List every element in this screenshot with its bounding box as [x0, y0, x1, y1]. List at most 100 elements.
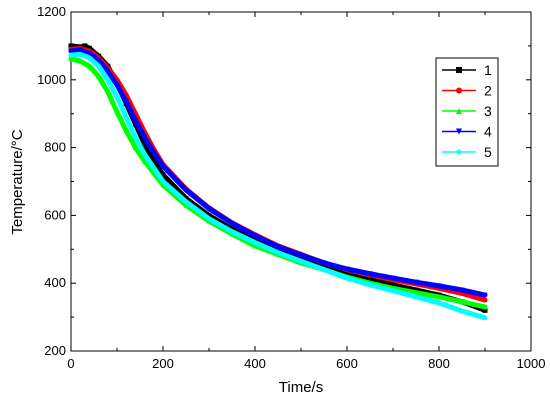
data-point-5 [77, 51, 83, 57]
data-point-5 [114, 94, 120, 100]
x-axis-title: Time/s [279, 379, 323, 396]
legend-label-1: 1 [484, 62, 492, 78]
data-point-3 [459, 299, 465, 305]
legend-label-2: 2 [484, 83, 492, 99]
series-2 [68, 46, 488, 303]
data-point-5 [390, 288, 396, 294]
data-point-4 [96, 57, 102, 63]
data-point-3 [132, 145, 138, 151]
data-point-5 [482, 315, 488, 321]
data-point-1 [68, 43, 74, 49]
data-point-5 [142, 151, 148, 157]
legend-label-3: 3 [484, 103, 492, 119]
data-point-4 [482, 292, 488, 298]
data-point-2 [482, 297, 488, 303]
data-point-3 [96, 73, 102, 79]
series-layer [68, 43, 488, 321]
y-tick-label: 200 [44, 343, 66, 358]
data-point-4 [86, 50, 92, 56]
legend-marker-2 [456, 87, 462, 94]
x-tick-label: 1000 [517, 356, 546, 371]
data-point-3 [86, 63, 92, 69]
data-point-4 [229, 220, 235, 226]
data-point-1 [183, 195, 189, 201]
data-point-3 [436, 294, 442, 300]
data-point-5 [229, 229, 235, 235]
series-line-1 [68, 43, 488, 313]
x-tick-label: 400 [244, 356, 266, 371]
data-point-3 [105, 89, 111, 95]
data-point-4 [459, 287, 465, 293]
data-point-5 [413, 294, 419, 300]
data-point-4 [105, 68, 111, 74]
series-5 [68, 51, 488, 321]
data-point-4 [367, 271, 373, 277]
series-line-4 [68, 47, 488, 298]
data-point-4 [77, 47, 83, 53]
y-axis-title: Temperature/°C [9, 129, 26, 234]
y-axis: 200 400 600 800 1000 1200 [37, 4, 531, 358]
data-point-1 [413, 287, 419, 293]
data-point-5 [321, 267, 327, 273]
data-point-4 [252, 233, 258, 239]
series-4 [68, 47, 488, 298]
data-point-5 [206, 216, 212, 222]
data-point-5 [459, 308, 465, 314]
data-point-3 [68, 56, 74, 62]
legend-box [435, 57, 499, 167]
data-point-5 [68, 52, 74, 58]
series-1 [68, 43, 488, 313]
legend: 1 2 3 4 5 [435, 57, 499, 167]
legend-marker-4 [456, 128, 462, 135]
data-point-3 [123, 128, 129, 134]
data-point-4 [413, 279, 419, 285]
data-point-3 [142, 158, 148, 164]
legend-marker-5 [456, 149, 462, 155]
data-point-4 [436, 283, 442, 289]
data-point-4 [183, 187, 189, 193]
data-point-5 [96, 63, 102, 69]
data-point-1 [86, 45, 92, 51]
data-point-4 [123, 99, 129, 105]
data-point-4 [68, 48, 74, 54]
data-point-4 [390, 275, 396, 281]
data-point-1 [367, 277, 373, 283]
data-point-5 [436, 300, 442, 306]
x-tick-label: 0 [67, 356, 74, 371]
y-tick-label: 1000 [37, 72, 66, 87]
data-point-4 [206, 206, 212, 212]
x-axis: 0 200 400 600 800 1000 [67, 12, 545, 371]
data-point-5 [86, 55, 92, 61]
data-point-4 [298, 252, 304, 258]
legend-marker-3 [456, 108, 462, 114]
data-point-5 [132, 134, 138, 140]
series-line-5 [68, 51, 488, 321]
data-point-3 [160, 182, 166, 188]
data-point-1 [160, 172, 166, 178]
series-line-2 [68, 46, 488, 303]
series-3 [68, 56, 488, 310]
data-point-5 [160, 179, 166, 184]
data-point-5 [105, 77, 111, 83]
data-point-5 [252, 240, 258, 246]
legend-label-4: 4 [484, 124, 492, 140]
y-tick-label: 600 [44, 207, 66, 222]
x-tick-label: 800 [428, 356, 450, 371]
y-tick-label: 800 [44, 140, 66, 155]
legend-label-5: 5 [484, 144, 492, 160]
data-point-5 [123, 114, 129, 120]
data-point-3 [183, 202, 189, 208]
data-point-4 [344, 266, 350, 272]
data-point-3 [151, 170, 157, 176]
data-point-3 [482, 304, 488, 310]
data-point-4 [160, 163, 166, 169]
data-point-1 [82, 43, 88, 49]
data-point-5 [275, 250, 281, 256]
data-point-1 [151, 158, 157, 164]
data-point-4 [142, 134, 148, 140]
data-point-5 [151, 165, 157, 171]
data-point-4 [321, 260, 327, 266]
data-point-3 [114, 109, 120, 115]
data-point-1 [206, 212, 212, 218]
y-tick-label: 1200 [37, 4, 66, 19]
